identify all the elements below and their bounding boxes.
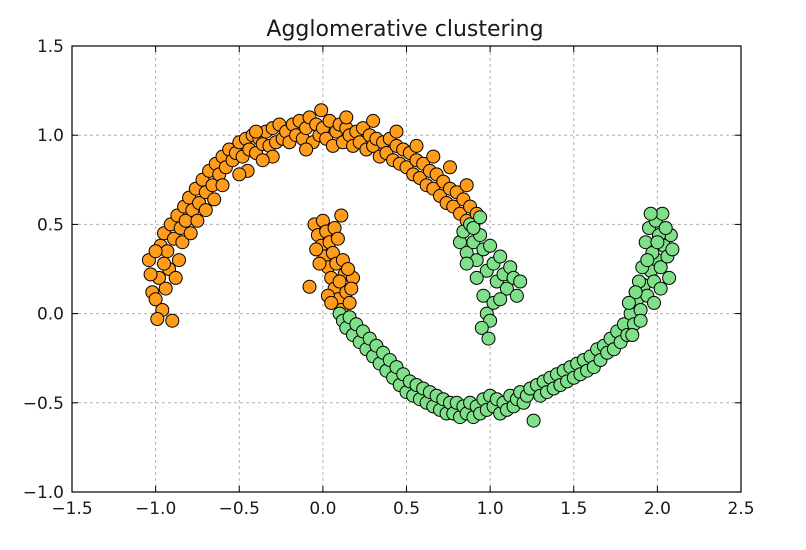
- chart-title: Agglomerative clustering: [266, 17, 543, 42]
- cluster-1-point: [157, 256, 171, 271]
- axis-ticks: −1.5 −1.0 −0.5 0.0 0.5 1.0 1.5 2.0 2.5−1.0−0.50.…: [23, 37, 755, 519]
- cluster-2-point: [665, 242, 680, 257]
- cluster-1-point: [198, 203, 213, 218]
- cluster-1-point: [148, 244, 163, 259]
- cluster-2-point: [499, 281, 514, 296]
- cluster-1-point: [324, 295, 339, 310]
- cluster-2-point: [662, 270, 677, 285]
- cluster-2-point: [483, 238, 498, 253]
- y-tick-label: 1.0: [37, 126, 64, 146]
- cluster-1-point: [366, 113, 381, 128]
- cluster-1-point: [314, 103, 329, 118]
- cluster-1-point: [158, 281, 173, 296]
- x-tick-label: 0.0: [309, 499, 336, 519]
- cluster-2-point: [655, 206, 670, 221]
- cluster-1-point: [330, 231, 345, 246]
- y-tick-label: 0.5: [37, 215, 64, 235]
- cluster-1-point: [168, 270, 183, 285]
- data-points: [141, 103, 680, 428]
- cluster-1-point: [344, 281, 359, 296]
- x-tick-label: −1.5: [51, 499, 92, 519]
- cluster-2-point: [653, 260, 668, 275]
- cluster-2-point: [509, 288, 524, 303]
- cluster-2-point: [621, 295, 636, 310]
- cluster-1-point: [148, 292, 163, 307]
- x-tick-label: 2.0: [644, 499, 671, 519]
- cluster-1-point: [172, 253, 186, 268]
- cluster-1-point: [249, 124, 263, 139]
- cluster-1-point: [443, 160, 457, 175]
- y-tick-label: −0.5: [23, 394, 64, 414]
- cluster-1-point: [150, 312, 165, 326]
- cluster-1-point: [232, 167, 247, 182]
- cluster-2-point: [625, 328, 640, 342]
- cluster-1-point: [459, 178, 474, 193]
- cluster-1-point: [332, 274, 347, 289]
- cluster-2-point: [526, 413, 541, 428]
- cluster-2-point: [650, 235, 665, 250]
- cluster-1-point: [342, 295, 357, 310]
- cluster-1-point: [409, 138, 424, 153]
- cluster-2-point: [473, 210, 488, 225]
- cluster-1-point: [183, 226, 198, 241]
- x-tick-label: 2.5: [727, 499, 754, 519]
- cluster-2-point: [474, 320, 489, 335]
- cluster-1-point: [207, 192, 222, 207]
- cluster-2-point: [653, 281, 668, 296]
- cluster-1-point: [160, 244, 175, 259]
- cluster-2-point: [481, 331, 496, 346]
- cluster-1-point: [175, 235, 190, 250]
- cluster-2-point: [476, 288, 491, 303]
- cluster-1-point: [341, 262, 355, 276]
- x-tick-label: −1.0: [135, 499, 176, 519]
- cluster-1-point: [190, 213, 205, 228]
- x-tick-label: 1.0: [477, 499, 504, 519]
- cluster-2-point: [469, 270, 484, 285]
- cluster-1-point: [165, 313, 180, 328]
- cluster-2-point: [513, 274, 528, 289]
- x-tick-label: 1.5: [560, 499, 587, 519]
- cluster-2-point: [628, 285, 643, 300]
- cluster-2-point: [493, 292, 508, 307]
- cluster-2-point: [643, 206, 658, 221]
- cluster-1-point: [339, 110, 354, 125]
- cluster-2-point: [633, 313, 648, 328]
- cluster-2-point: [647, 295, 661, 310]
- cluster-1-point: [255, 153, 270, 168]
- cluster-1-point: [312, 256, 327, 271]
- cluster-1-point: [309, 242, 324, 257]
- x-tick-label: 0.5: [393, 499, 420, 519]
- cluster-2-point: [658, 221, 673, 235]
- cluster-2-point: [493, 249, 508, 264]
- cluster-1-point: [302, 279, 317, 294]
- x-tick-label: −0.5: [219, 499, 260, 519]
- cluster-2-point: [466, 221, 481, 235]
- y-tick-label: −1.0: [23, 483, 64, 503]
- cluster-1-point: [389, 124, 404, 139]
- cluster-1-point: [215, 178, 230, 193]
- cluster-2-point: [640, 253, 655, 268]
- cluster-1-point: [426, 149, 441, 164]
- cluster-1-point: [334, 208, 349, 223]
- cluster-2-point: [459, 256, 474, 271]
- cluster-1-point: [299, 142, 314, 157]
- cluster-1-point: [143, 267, 158, 282]
- y-tick-label: 0.0: [37, 305, 64, 325]
- y-tick-label: 1.5: [37, 37, 64, 57]
